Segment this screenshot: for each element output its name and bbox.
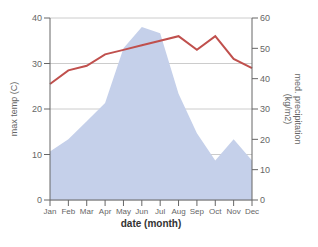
svg-text:Aug: Aug bbox=[171, 207, 185, 216]
svg-text:max temp (C): max temp (C) bbox=[9, 82, 19, 137]
svg-text:50: 50 bbox=[260, 44, 270, 54]
svg-text:Oct: Oct bbox=[209, 207, 222, 216]
svg-text:20: 20 bbox=[32, 104, 42, 114]
svg-text:10: 10 bbox=[32, 150, 42, 160]
svg-text:Apr: Apr bbox=[99, 207, 112, 216]
svg-text:Jun: Jun bbox=[135, 207, 148, 216]
svg-text:Jan: Jan bbox=[44, 207, 57, 216]
svg-text:Feb: Feb bbox=[61, 207, 75, 216]
svg-text:Jul: Jul bbox=[155, 207, 165, 216]
svg-text:40: 40 bbox=[260, 74, 270, 84]
svg-text:Nov: Nov bbox=[227, 207, 241, 216]
svg-text:0: 0 bbox=[260, 195, 265, 205]
svg-text:date (month): date (month) bbox=[121, 218, 182, 229]
svg-text:30: 30 bbox=[32, 59, 42, 69]
svg-text:30: 30 bbox=[260, 104, 270, 114]
svg-text:Dec: Dec bbox=[245, 207, 259, 216]
svg-text:May: May bbox=[116, 207, 131, 216]
svg-text:Sep: Sep bbox=[190, 207, 205, 216]
svg-text:60: 60 bbox=[260, 13, 270, 23]
svg-text:20: 20 bbox=[260, 135, 270, 145]
svg-text:Mar: Mar bbox=[80, 207, 94, 216]
svg-text:med. precipitation(kg/m2): med. precipitation(kg/m2) bbox=[283, 73, 304, 144]
svg-text:10: 10 bbox=[260, 165, 270, 175]
svg-text:0: 0 bbox=[37, 195, 42, 205]
svg-text:40: 40 bbox=[32, 13, 42, 23]
